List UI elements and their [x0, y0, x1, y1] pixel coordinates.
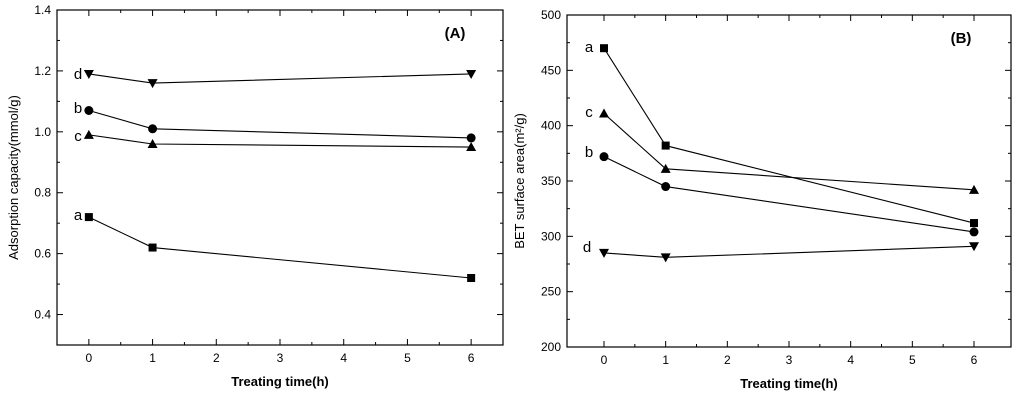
series-line-b	[88, 109, 472, 139]
data-point-d	[83, 69, 94, 79]
y-axis-title: BET surface area(m²/g)	[512, 113, 527, 249]
data-point-c	[147, 139, 158, 148]
series-label-a: a	[74, 207, 83, 224]
series-label-a: a	[585, 39, 594, 56]
series-line-a	[603, 47, 975, 224]
series-label-d: d	[583, 239, 591, 256]
data-point-c	[969, 184, 979, 194]
data-point-b	[599, 152, 609, 162]
data-point-d	[660, 253, 671, 263]
x-tick-label: 4	[847, 353, 854, 367]
y-tick-label: 1.4	[34, 3, 51, 17]
y-tick-label: 250	[541, 285, 561, 299]
series-line-c	[603, 113, 975, 191]
data-point-d	[969, 242, 979, 252]
y-tick-label: 1.2	[34, 64, 51, 78]
x-tick-label: 6	[468, 351, 475, 365]
x-tick-label: 3	[277, 351, 284, 365]
series-label-c: c	[585, 104, 593, 121]
series-label-c: c	[74, 128, 82, 145]
data-point-a	[970, 219, 978, 228]
x-tick-label: 3	[786, 353, 793, 367]
data-point-c	[466, 142, 477, 152]
x-tick-label: 0	[86, 351, 93, 365]
data-point-a	[661, 141, 670, 150]
x-tick-label: 0	[601, 353, 608, 367]
series-label-d: d	[74, 66, 82, 83]
panel-label: (A)	[445, 25, 466, 42]
x-tick-label: 2	[213, 351, 220, 365]
data-point-b	[661, 182, 671, 192]
data-point-a	[600, 44, 608, 53]
data-point-b	[969, 227, 979, 237]
data-point-a	[84, 213, 93, 222]
data-point-c	[599, 108, 609, 118]
data-point-a	[148, 243, 157, 252]
series-label-b: b	[74, 100, 82, 117]
data-point-d	[599, 248, 609, 258]
x-tick-label: 6	[971, 353, 978, 367]
y-tick-label: 0.4	[34, 308, 51, 322]
y-tick-label: 0.6	[34, 247, 51, 261]
data-point-b	[148, 124, 158, 134]
x-tick-label: 1	[149, 351, 156, 365]
y-tick-label: 1.0	[34, 125, 51, 139]
y-tick-label: 350	[541, 174, 561, 188]
panel-b: 0 1 2 3 4 5 6 200 250 300 350 400 450 500 a b c d (B) Treat…	[512, 8, 1012, 391]
y-tick-label: 450	[541, 63, 561, 77]
series-line-d	[88, 73, 472, 84]
x-tick-label: 1	[662, 353, 669, 367]
data-point-b	[84, 106, 94, 115]
data-point-a	[467, 274, 476, 282]
series-label-b: b	[585, 144, 593, 161]
x-tick-label: 5	[404, 351, 411, 365]
panel-a: 0 1 2 3 4 5 6 0.4 0.6 0.8 1.0 1.2 1.4 a bc d (A) Treating…	[6, 3, 504, 389]
x-axis-title: Treating time(h)	[231, 374, 329, 389]
y-tick-label: 0.8	[34, 186, 51, 200]
data-point-c	[660, 163, 671, 173]
series-line-d	[603, 245, 975, 258]
x-tick-label: 4	[340, 351, 347, 365]
panel-label: (B)	[951, 30, 972, 47]
x-tick-label: 2	[724, 353, 731, 367]
y-tick-label: 300	[541, 229, 561, 243]
series-line-a	[88, 216, 472, 279]
plot-frame	[566, 14, 1012, 348]
data-point-d	[147, 79, 158, 89]
data-point-c	[83, 129, 94, 139]
y-tick-label: 500	[541, 8, 561, 22]
y-tick-label: 400	[541, 119, 561, 133]
data-point-b	[466, 133, 476, 143]
plot-frame	[56, 9, 504, 346]
series-line-b	[603, 156, 975, 233]
y-axis-title: Adsorption capacity(mmol/g)	[6, 95, 21, 260]
x-axis-title: Treating time(h)	[740, 376, 838, 391]
y-tick-label: 200	[541, 340, 561, 354]
x-tick-label: 5	[909, 353, 916, 367]
data-point-d	[466, 69, 477, 79]
